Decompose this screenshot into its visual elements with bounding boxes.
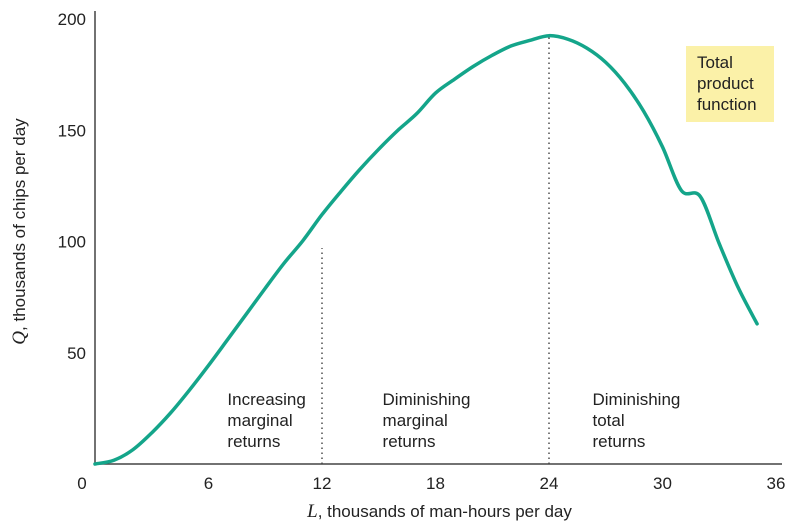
x-tick-label: 12 [313,474,332,493]
legend-box: Total product function [686,46,774,122]
y-tick-label: 50 [67,344,86,363]
x-tick-label: 18 [426,474,445,493]
y-axis-label: Q, thousands of chips per day [9,118,30,345]
x-axis-label: L, thousands of man-hours per day [306,501,572,522]
legend-background [686,46,774,122]
region-label-line: total [593,411,625,430]
y-axis-unit: , thousands of chips per day [10,118,29,331]
y-tick-label: 100 [58,233,86,252]
region-label: Diminishing total returns [593,390,681,451]
x-tick-label: 36 [767,474,786,493]
axes [94,11,782,465]
region-label-line: marginal [383,411,448,430]
legend-entry: Total product function [697,53,757,114]
x-axis-unit: , thousands of man-hours per day [318,502,573,521]
region-label: Diminishing marginal returns [383,390,471,451]
legend-entry-line: product [697,74,754,93]
region-labels: Increasing marginal returns Diminishing marg… [227,390,680,451]
region-label-line: Diminishing [383,390,471,409]
region-label-line: Increasing [227,390,305,409]
region-label-line: Diminishing [593,390,681,409]
region-label: Increasing marginal returns [227,390,305,451]
region-label-line: returns [383,432,436,451]
y-tick-label: 200 [58,10,86,29]
guide-lines [321,34,550,464]
legend-entry-line: Total [697,53,733,72]
x-tick-label: 24 [540,474,559,493]
region-label-line: returns [593,432,646,451]
y-tick-label: 150 [58,121,86,140]
y-axis-variable: Q [9,331,30,345]
x-axis-variable: L [306,501,318,522]
total-product-curve [93,33,759,466]
legend-entry-line: function [697,95,757,114]
x-tick-labels: 0 6 12 18 24 30 36 [77,474,785,493]
x-tick-label: 6 [204,474,213,493]
x-tick-label: 30 [653,474,672,493]
region-label-line: marginal [227,411,292,430]
x-tick-label: 0 [77,474,86,493]
y-tick-labels: 50 100 150 200 [58,10,86,363]
region-label-line: returns [227,432,280,451]
